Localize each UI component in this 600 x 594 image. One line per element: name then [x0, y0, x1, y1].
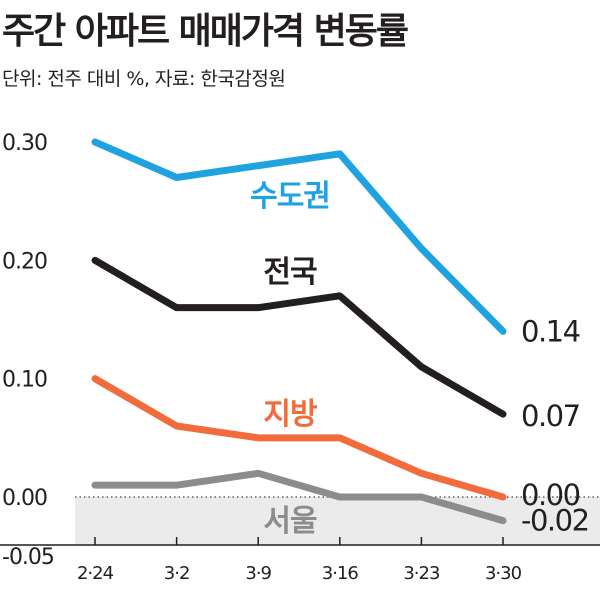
series-line: [91, 138, 507, 335]
series-line: [91, 469, 507, 525]
y-tick-label: 0.00: [2, 486, 47, 511]
series-name-label: 서울: [263, 504, 317, 539]
series-line: [91, 256, 507, 418]
series-name-label: 지방: [263, 397, 318, 432]
x-tick-label: 3·2: [164, 563, 190, 584]
chart-subtitle: 단위: 전주 대비 %, 자료: 한국감정원: [2, 68, 286, 90]
negative-region: [75, 496, 600, 545]
x-tick-label: 3·9: [245, 563, 271, 584]
x-tick-label: 3·30: [485, 563, 522, 584]
chart-title: 주간 아파트 매매가격 변동률: [2, 11, 409, 52]
series-name-label: 전국: [263, 255, 317, 290]
y-tick-label: 0.30: [2, 131, 47, 156]
end-value-label: 0.00: [521, 478, 580, 512]
end-value-label: 0.07: [521, 399, 580, 433]
end-value-label: -0.02: [521, 504, 589, 538]
x-tick-label: 3·16: [322, 563, 359, 584]
y-tick-label: 0.20: [2, 249, 47, 274]
series-line: [91, 375, 507, 501]
x-tick-label: 3·23: [403, 563, 440, 584]
x-tick-label: 2·24: [77, 563, 114, 584]
end-value-label: 0.14: [521, 314, 580, 348]
series-name-label: 수도권: [250, 179, 330, 214]
y-tick-label: -0.05: [2, 545, 54, 570]
y-tick-label: 0.10: [2, 368, 47, 393]
